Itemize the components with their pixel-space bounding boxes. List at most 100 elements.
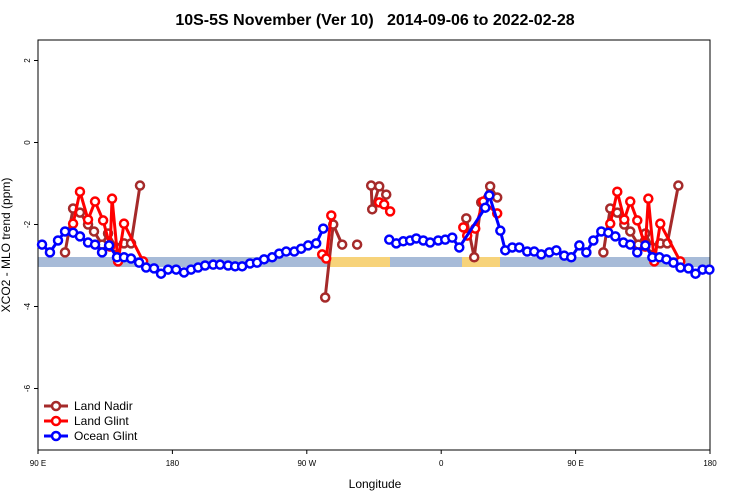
x-tick-label: 90 W [297,459,316,468]
point [125,253,137,264]
x-axis-label: Longitude [349,477,402,491]
point [89,239,101,250]
point [468,252,480,263]
point [484,181,496,192]
point [480,202,491,213]
x-tick-label: 180 [166,459,180,468]
point [97,215,109,226]
point [106,193,118,204]
point [319,292,331,303]
point [59,226,71,237]
point [214,259,226,270]
chart-title: 10S-5S November (Ver 10) 2014-09-06 to 2… [175,12,574,29]
point [704,264,715,275]
point [310,238,322,249]
series-line [63,183,680,298]
y-tick-label: -6 [23,384,32,392]
point [366,204,378,215]
point [625,196,636,207]
point [673,180,684,191]
point [74,231,86,242]
point [82,214,94,225]
point [632,215,643,226]
point [336,239,348,250]
series [36,190,715,279]
point [588,235,599,246]
point [612,186,623,197]
legend-label: Land Nadir [74,399,133,413]
point [604,218,616,229]
point [320,253,332,264]
point [59,247,71,258]
point [566,252,577,263]
point [302,240,314,251]
point [447,232,458,243]
band-land [462,257,500,267]
land-band [38,257,710,267]
point [118,218,130,229]
point [574,240,585,251]
point [598,247,609,258]
point [424,237,436,248]
point [643,193,654,204]
point [36,239,48,250]
legend-label: Ocean Glint [74,429,138,443]
x-tick-label: 180 [703,459,717,468]
point [632,247,643,258]
point [610,231,621,242]
point [683,263,694,274]
point [88,226,100,237]
point [619,214,630,225]
point [484,190,495,201]
point [536,249,547,260]
point [44,247,56,258]
point [280,246,292,257]
point [74,186,86,197]
y-tick-label: 2 [23,58,32,63]
point [365,180,377,191]
y-tick-label: -2 [23,220,32,228]
legend-marker [50,430,62,442]
legend-marker [50,415,62,427]
series [67,186,686,267]
y-tick-label: -4 [23,302,32,310]
point [52,235,64,246]
point [162,264,174,275]
point [625,239,636,250]
point [458,222,469,233]
x-tick-label: 90 E [30,459,46,468]
point [351,239,363,250]
point [148,263,160,274]
legend-label: Land Glint [74,414,129,428]
point [495,225,506,236]
point [384,206,396,217]
point [380,189,392,200]
point [454,242,465,253]
point [625,226,636,237]
point [373,181,385,192]
point [378,199,390,210]
y-axis-label: XCO2 - MLO trend (ppm) [0,178,13,313]
point [461,213,472,224]
point [551,245,562,256]
point [133,257,145,268]
point [317,223,329,234]
point [103,240,115,251]
legend-marker [50,400,62,412]
point [514,242,525,253]
x-tick-label: 0 [439,459,444,468]
point [581,247,592,258]
point [655,218,666,229]
band-land [330,257,390,267]
x-tick-label: 90 E [567,459,583,468]
point [668,257,679,268]
point [258,254,270,265]
y-tick-label: 0 [23,140,32,145]
plot-frame [37,39,711,451]
point [640,240,651,251]
point [134,180,146,191]
point [67,218,79,229]
point [675,262,686,273]
